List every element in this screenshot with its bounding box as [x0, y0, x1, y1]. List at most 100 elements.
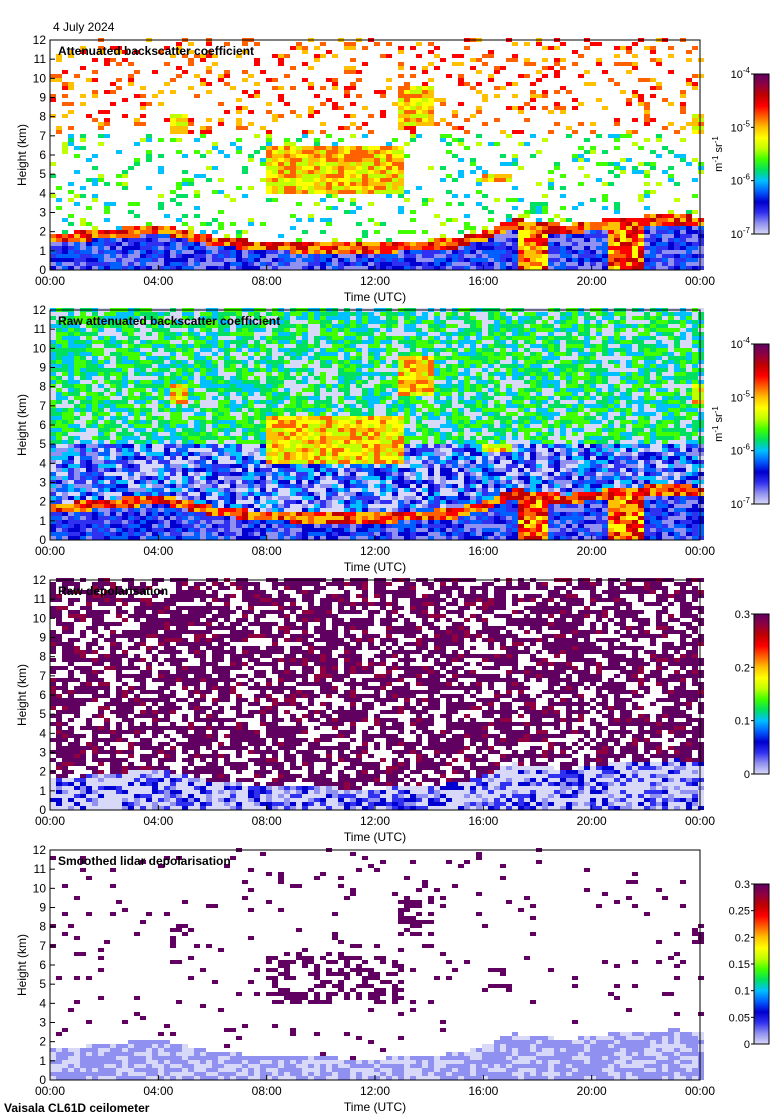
heatmap-cell [278, 492, 284, 496]
heatmap-cell [410, 114, 416, 118]
heatmap-cell [260, 254, 266, 258]
heatmap-cell [206, 384, 212, 388]
heatmap-cell [104, 424, 110, 428]
heatmap-cell [92, 524, 98, 528]
heatmap-cell [488, 238, 494, 242]
heatmap-cell [698, 118, 704, 122]
heatmap-cell [128, 480, 134, 484]
heatmap-cell [278, 392, 284, 396]
heatmap-cell [230, 448, 236, 452]
heatmap-cell [128, 448, 134, 452]
heatmap-cell [230, 396, 236, 400]
heatmap-cell [104, 392, 110, 396]
heatmap-cell [434, 122, 440, 126]
heatmap-cell [152, 472, 158, 476]
heatmap-cell [182, 242, 188, 246]
heatmap-cell [116, 182, 122, 186]
heatmap-cell [266, 344, 272, 348]
heatmap-cell [584, 138, 590, 142]
heatmap-cell [152, 440, 158, 444]
heatmap-cell [122, 524, 128, 528]
heatmap-cell [170, 328, 176, 332]
heatmap-cell [86, 460, 92, 464]
heatmap-cell [68, 476, 74, 480]
heatmap-cell [128, 254, 134, 258]
heatmap-cell [398, 190, 404, 194]
heatmap-cell [350, 86, 356, 90]
heatmap-cell [416, 114, 422, 118]
heatmap-cell [236, 440, 242, 444]
heatmap-cell [494, 234, 500, 238]
heatmap-cell [194, 250, 200, 254]
heatmap-cell [182, 396, 188, 400]
heatmap-cell [116, 500, 122, 504]
heatmap-cell [404, 230, 410, 234]
heatmap-cell [86, 246, 92, 250]
heatmap-cell [518, 266, 524, 270]
heatmap-cell [176, 416, 182, 420]
heatmap-cell [140, 356, 146, 360]
heatmap-cell [494, 94, 500, 98]
heatmap-cell [164, 384, 170, 388]
heatmap-cell [164, 512, 170, 516]
heatmap-cell [200, 464, 206, 468]
heatmap-cell [662, 230, 668, 234]
heatmap-cell [74, 436, 80, 440]
heatmap-cell [476, 250, 482, 254]
heatmap-cell [218, 352, 224, 356]
heatmap-cell [110, 332, 116, 336]
heatmap-cell [242, 440, 248, 444]
heatmap-cell [98, 122, 104, 126]
heatmap-cell [236, 320, 242, 324]
heatmap-cell [86, 178, 92, 182]
heatmap-cell [116, 238, 122, 242]
heatmap-cell [572, 250, 578, 254]
heatmap-cell [146, 520, 152, 524]
heatmap-cell [548, 262, 554, 266]
heatmap-cell [260, 468, 266, 472]
heatmap-cell [674, 262, 680, 266]
heatmap-cell [224, 316, 230, 320]
heatmap-cell [146, 408, 152, 412]
heatmap-cell [182, 392, 188, 396]
heatmap-cell [392, 262, 398, 266]
heatmap-cell [662, 238, 668, 242]
heatmap-cell [338, 242, 344, 246]
heatmap-cell [350, 186, 356, 190]
heatmap-cell [188, 316, 194, 320]
heatmap-cell [62, 94, 68, 98]
heatmap-cell [254, 468, 260, 472]
heatmap-cell [620, 254, 626, 258]
heatmap-cell [68, 472, 74, 476]
heatmap-cell [92, 396, 98, 400]
heatmap-cell [284, 492, 290, 496]
heatmap-cell [98, 516, 104, 520]
heatmap-cell [260, 500, 266, 504]
heatmap-cell [218, 222, 224, 226]
heatmap-cell [206, 258, 212, 262]
heatmap-cell [134, 324, 140, 328]
heatmap-cell [446, 238, 452, 242]
heatmap-cell [182, 436, 188, 440]
heatmap-cell [50, 94, 56, 98]
heatmap-cell [248, 496, 254, 500]
heatmap-cell [92, 536, 98, 540]
heatmap-cell [332, 190, 338, 194]
heatmap-cell [344, 186, 350, 190]
heatmap-cell [236, 118, 242, 122]
heatmap-cell [170, 138, 176, 142]
heatmap-cell [686, 262, 692, 266]
heatmap-cell [194, 412, 200, 416]
heatmap-cell [134, 400, 140, 404]
heatmap-cell [482, 242, 488, 246]
heatmap-cell [260, 448, 266, 452]
heatmap-cell [560, 262, 566, 266]
heatmap-cell [134, 472, 140, 476]
heatmap-cell [296, 532, 302, 536]
heatmap-cell [266, 392, 272, 396]
heatmap-cell [698, 122, 704, 126]
heatmap-cell [644, 230, 650, 234]
heatmap-cell [254, 364, 260, 368]
heatmap-cell [92, 400, 98, 404]
heatmap-cell [170, 230, 176, 234]
